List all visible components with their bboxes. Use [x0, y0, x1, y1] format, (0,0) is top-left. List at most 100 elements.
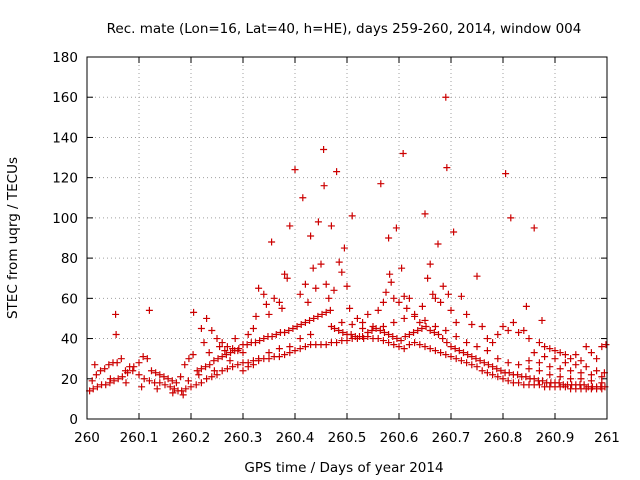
data-point: [91, 361, 99, 369]
data-point: [312, 284, 320, 292]
x-tick-label: 261: [594, 430, 620, 446]
data-point: [338, 318, 346, 326]
data-point: [216, 343, 224, 351]
data-point: [160, 373, 168, 381]
data-point: [459, 349, 467, 357]
x-tick-label: 260.5: [328, 430, 367, 446]
data-point: [435, 331, 443, 339]
data-point: [431, 294, 439, 302]
data-point: [325, 294, 333, 302]
x-tick-label: 260.2: [172, 430, 211, 446]
data-point: [489, 339, 497, 347]
data-point: [304, 298, 312, 306]
data-point: [268, 333, 276, 341]
data-point: [97, 367, 105, 375]
tick-labels: 260 260.1 260.2 260.3 260.4 260.5 260.6 260.7 26…: [52, 50, 620, 446]
data-point: [556, 349, 564, 357]
data-point: [262, 300, 270, 308]
data-point: [153, 385, 161, 393]
data-point: [439, 335, 447, 343]
data-point: [400, 314, 408, 322]
data-point: [322, 280, 330, 288]
data-point: [514, 371, 522, 379]
data-point: [374, 306, 382, 314]
data-point: [442, 93, 450, 101]
data-point: [322, 308, 330, 316]
data-point: [181, 361, 189, 369]
data-point: [577, 375, 585, 383]
data-point: [411, 312, 419, 320]
data-point: [502, 170, 510, 178]
data-point: [582, 363, 590, 371]
data-point: [239, 349, 247, 357]
data-point: [593, 367, 601, 375]
data-point: [546, 371, 554, 379]
data-point: [178, 387, 186, 395]
data-point: [405, 294, 413, 302]
data-point: [416, 341, 424, 349]
data-point: [208, 327, 216, 335]
data-point: [507, 214, 515, 222]
data-point: [379, 337, 387, 345]
data-point: [170, 385, 178, 393]
data-point: [443, 164, 451, 172]
data-point: [478, 322, 486, 330]
data-point: [385, 234, 393, 242]
data-point: [187, 383, 195, 391]
data-point: [210, 367, 218, 375]
data-point: [260, 290, 268, 298]
data-point: [239, 341, 247, 349]
data-point: [314, 312, 322, 320]
data-point: [296, 290, 304, 298]
data-point: [468, 353, 476, 361]
data-point: [494, 373, 502, 381]
data-point: [437, 349, 445, 357]
data-point: [556, 365, 564, 373]
data-point: [439, 282, 447, 290]
data-points: [86, 93, 610, 399]
data-point: [275, 353, 283, 361]
data-point: [105, 361, 113, 369]
x-tick-label: 260.6: [380, 430, 419, 446]
data-point: [291, 166, 299, 174]
data-point: [385, 331, 393, 339]
data-point: [376, 327, 384, 335]
x-tick-label: 260.1: [120, 430, 159, 446]
data-point: [447, 306, 455, 314]
data-point: [213, 335, 221, 343]
data-point: [497, 367, 505, 375]
data-point: [234, 361, 242, 369]
data-point: [567, 375, 575, 383]
data-point: [499, 375, 507, 383]
data-point: [293, 322, 301, 330]
data-point: [118, 373, 126, 381]
data-point: [281, 351, 289, 359]
data-point: [322, 341, 330, 349]
data-point: [213, 371, 221, 379]
data-point: [359, 325, 367, 332]
data-point: [218, 367, 226, 375]
data-point: [416, 318, 424, 326]
data-point: [169, 389, 177, 397]
data-point: [380, 329, 388, 337]
data-point: [535, 381, 543, 389]
data-point: [286, 343, 294, 351]
data-point: [301, 280, 309, 288]
data-point: [504, 359, 512, 367]
data-point: [138, 383, 146, 391]
data-point: [348, 320, 356, 328]
data-point: [227, 349, 235, 357]
data-point: [587, 377, 595, 385]
data-point: [223, 365, 231, 373]
data-point: [309, 264, 317, 272]
data-point: [386, 270, 394, 278]
data-point: [399, 150, 407, 158]
data-point: [338, 268, 346, 276]
data-point: [452, 355, 460, 363]
data-point: [249, 325, 257, 332]
data-point: [265, 349, 273, 357]
data-point: [429, 290, 437, 298]
data-point: [223, 343, 231, 351]
data-point: [156, 379, 164, 387]
data-point: [296, 335, 304, 343]
